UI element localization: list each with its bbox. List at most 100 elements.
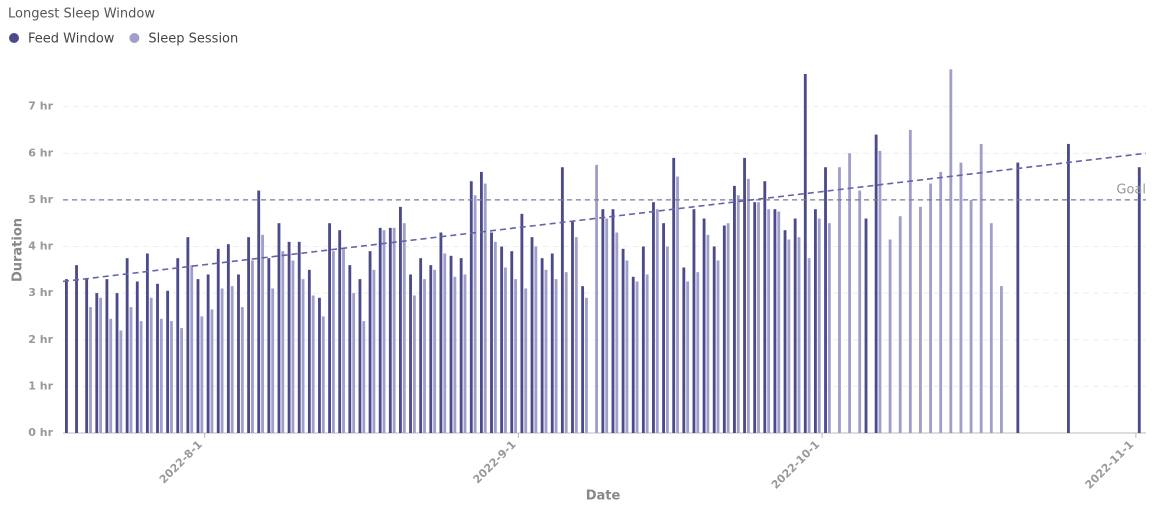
bar	[560, 167, 564, 434]
bar	[109, 318, 113, 433]
bar	[989, 223, 993, 433]
bar	[662, 223, 666, 433]
bar	[439, 232, 443, 433]
bar	[793, 218, 797, 433]
bar	[544, 269, 548, 433]
bar	[540, 258, 544, 433]
bar	[530, 237, 534, 433]
bar	[159, 318, 163, 433]
bar	[362, 321, 366, 433]
bar	[473, 195, 477, 433]
bar	[463, 274, 467, 433]
bar	[550, 253, 554, 433]
bar	[554, 279, 558, 433]
bar	[99, 297, 103, 433]
bar	[257, 190, 261, 433]
bar	[712, 246, 716, 433]
bar	[115, 293, 119, 433]
bar	[429, 265, 433, 433]
bar	[969, 199, 973, 433]
bar	[605, 218, 609, 433]
bar	[777, 211, 781, 433]
bar	[641, 246, 645, 433]
trend-line	[62, 152, 1147, 283]
bar	[655, 209, 659, 433]
bar	[372, 269, 376, 433]
bar	[65, 279, 68, 433]
bar	[625, 260, 629, 433]
bar	[89, 307, 92, 433]
bar	[722, 225, 726, 433]
bar	[301, 279, 305, 433]
y-tick-label: 6 hr	[28, 146, 53, 159]
x-tick-label: 2022-10-1	[769, 438, 823, 492]
bar	[692, 209, 696, 433]
bar	[331, 251, 335, 433]
bar	[514, 279, 518, 433]
bar	[149, 297, 153, 433]
bar	[156, 283, 159, 433]
bar	[493, 241, 497, 433]
bar	[753, 202, 757, 433]
bar	[388, 227, 392, 433]
bar	[898, 216, 902, 433]
bar	[287, 241, 291, 433]
bar	[358, 279, 362, 433]
bar	[939, 171, 943, 433]
bar	[631, 276, 635, 433]
bar	[783, 230, 787, 433]
bar	[736, 195, 740, 433]
bar	[1067, 143, 1070, 434]
bar	[652, 202, 655, 433]
bar	[534, 246, 538, 433]
bar	[75, 265, 78, 433]
bar	[702, 218, 706, 433]
bar	[291, 260, 295, 433]
bar	[226, 244, 230, 433]
bar	[726, 223, 730, 433]
x-tick-label: 2022-9-1	[471, 438, 519, 486]
legend-label: Feed Window	[28, 32, 115, 47]
bar	[581, 286, 585, 433]
bar	[838, 167, 841, 434]
bar	[125, 258, 129, 433]
bar	[908, 129, 912, 433]
bar	[672, 157, 676, 433]
bar	[419, 258, 423, 433]
bar	[352, 293, 356, 433]
bar	[510, 251, 514, 433]
bar	[979, 143, 983, 434]
bar	[1016, 162, 1020, 433]
goal-label: Goal	[1116, 182, 1146, 197]
bar	[206, 274, 210, 433]
bar	[929, 183, 932, 433]
bar	[200, 316, 204, 433]
bar	[311, 295, 315, 433]
x-tick-label: 2022-11-1	[1083, 438, 1137, 492]
legend-marker	[9, 33, 19, 43]
bar	[119, 330, 123, 433]
bar	[210, 309, 214, 433]
bar	[443, 253, 447, 433]
bar	[251, 260, 254, 433]
bar	[459, 258, 463, 433]
bar	[676, 176, 679, 433]
y-axis-label: Duration	[11, 218, 26, 282]
bar	[959, 162, 963, 433]
bar	[601, 209, 605, 433]
bar	[186, 237, 190, 433]
y-tick-label: 0 hr	[28, 426, 53, 439]
bar	[318, 297, 321, 433]
bar	[1137, 167, 1141, 434]
bar	[261, 234, 264, 433]
bar	[479, 171, 483, 433]
bar	[145, 253, 149, 433]
bar	[524, 288, 528, 433]
bar	[277, 223, 281, 433]
bar	[135, 281, 139, 433]
bar	[190, 265, 194, 433]
bar	[402, 223, 406, 433]
bar	[423, 279, 426, 433]
bar	[139, 321, 143, 433]
bar	[196, 279, 200, 433]
